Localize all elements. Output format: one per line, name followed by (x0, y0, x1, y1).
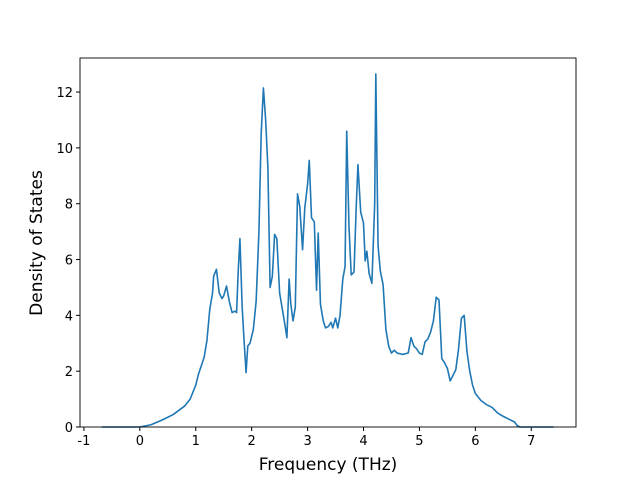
x-tick-label: -1 (77, 434, 90, 449)
x-tick-label: 4 (359, 434, 367, 449)
y-tick-label: 12 (56, 86, 73, 101)
axes-frame (79, 57, 577, 428)
line (101, 73, 554, 428)
x-tick-label: 5 (415, 434, 423, 449)
x-tick-label: 6 (471, 434, 479, 449)
y-tick-label: 0 (65, 421, 73, 436)
y-tick-label: 6 (65, 254, 73, 269)
x-tick-label: 7 (527, 434, 535, 449)
y-tick-label: 4 (65, 309, 73, 324)
y-axis-label: Density of States (27, 170, 47, 316)
y-tick-label: 8 (65, 198, 73, 213)
x-tick-label: 2 (248, 434, 256, 449)
x-tick-label: 0 (136, 434, 144, 449)
x-tick-label: 1 (192, 434, 200, 449)
y-tick-label: 2 (65, 365, 73, 380)
x-axis-label: Frequency (THz) (259, 455, 398, 475)
y-tick-label: 10 (56, 142, 73, 157)
x-tick-label: 3 (303, 434, 311, 449)
